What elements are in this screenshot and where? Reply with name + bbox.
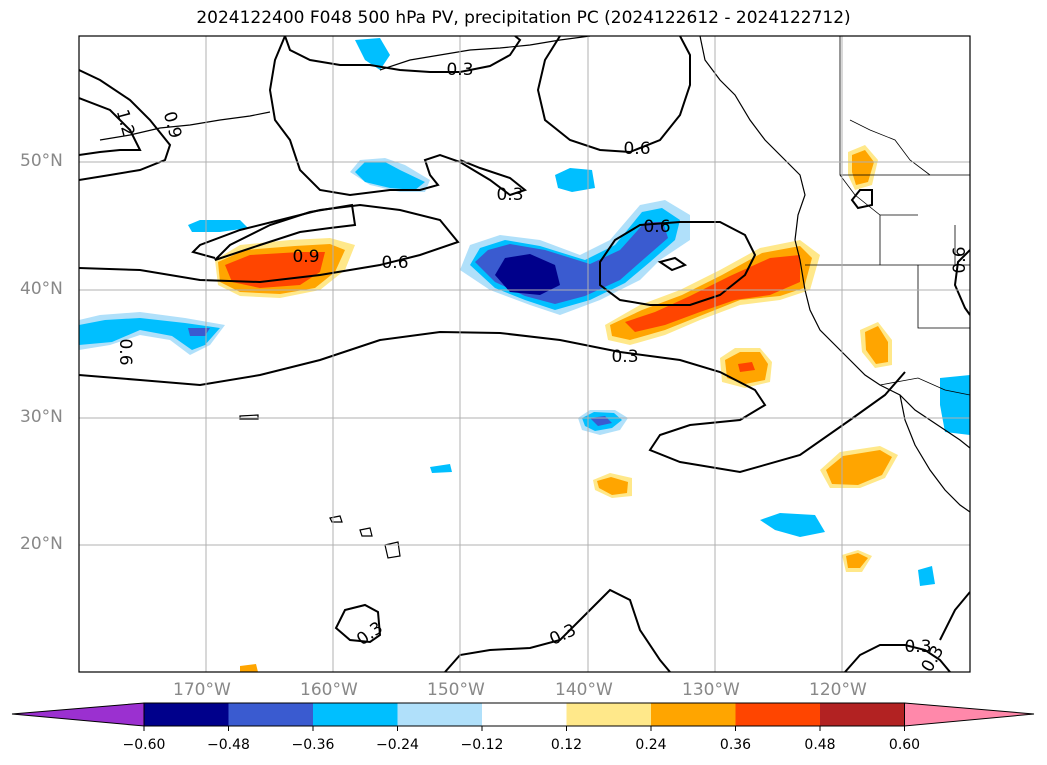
colorbar-tick-label: −0.12 [460, 737, 504, 753]
precip-region-neg [918, 566, 935, 586]
precip-region-pos [846, 553, 868, 568]
colorbar-tick-label: −0.24 [376, 737, 419, 753]
pv-contour [599, 221, 757, 306]
lat-label-40n: 40°N [20, 279, 63, 299]
contour-label: 0.3 [496, 185, 523, 205]
graticule [79, 36, 970, 672]
colorbar-bin [566, 703, 651, 726]
contour-label: 0.3 [611, 347, 638, 367]
coastline-baja [899, 394, 970, 513]
pv-contour [79, 69, 172, 181]
colorbar-bin [820, 703, 905, 726]
pv-contour [214, 203, 357, 261]
pv-contours [79, 36, 970, 672]
pv-contour [939, 591, 970, 641]
lat-label-50n: 50°N [20, 151, 63, 171]
pv-contour [657, 256, 688, 272]
colorbar-bin [397, 703, 482, 726]
pv-contour [79, 203, 460, 284]
contour-label: 0.6 [381, 253, 408, 273]
colorbar-bin [651, 703, 736, 726]
colorbar [11, 702, 1035, 731]
contour-label: 0.3 [446, 60, 473, 80]
colorbar-right-extension [904, 702, 1035, 727]
contour-label: 0.6 [950, 246, 970, 273]
pv-contour [536, 36, 691, 154]
precip-region-neg [495, 254, 560, 295]
precip-region-pos [225, 252, 325, 288]
lat-label-30n: 30°N [20, 407, 63, 427]
precip-region-neg [940, 375, 970, 435]
colorbar-tick-label: 0.12 [550, 737, 583, 753]
colorbar-tick-label: 0.48 [804, 737, 836, 753]
pv-contour [79, 97, 142, 156]
colorbar-bin [228, 703, 313, 726]
colorbar-tick-label: 0.60 [888, 737, 921, 753]
colorbar-tick-label: 0.24 [635, 737, 667, 753]
plot-area [79, 36, 970, 672]
contour-label: 0.6 [115, 338, 135, 365]
precip-region-pos [738, 362, 755, 372]
lat-label-20n: 20°N [20, 534, 63, 554]
precip-region-pos [852, 150, 874, 185]
lon-label-160w: 160°W [300, 680, 358, 700]
colorbar-bin [735, 703, 820, 726]
pv-contour [79, 330, 906, 474]
lon-label-140w: 140°W [555, 680, 613, 700]
pv-contour [850, 189, 873, 210]
precip-region-pos [240, 664, 258, 672]
contour-label: 0.3 [904, 637, 931, 657]
colorbar-tick-label: −0.36 [291, 737, 335, 753]
colorbar-bin [144, 703, 229, 726]
precip-region-pos [625, 255, 800, 332]
pv-contour [284, 36, 522, 73]
map-title: 2024122400 F048 500 hPa PV, precipitatio… [196, 8, 851, 28]
contour-label: 0.9 [292, 247, 319, 267]
precip-region-neg [760, 513, 825, 537]
precip-region-neg [430, 464, 452, 473]
colorbar-frame [143, 702, 905, 727]
lon-label-150w: 150°W [427, 680, 485, 700]
pv-contour [268, 36, 528, 197]
precip-region-pos [597, 477, 628, 495]
pv-contour [334, 603, 382, 644]
lon-label-120w: 120°W [809, 680, 867, 700]
contour-label: 0.6 [623, 139, 650, 159]
lon-label-170w: 170°W [173, 680, 231, 700]
pv-contour [844, 644, 951, 672]
precip-region-neg [79, 318, 220, 350]
hawaii-islands [329, 515, 401, 559]
colorbar-bin [482, 703, 567, 726]
plot-border [78, 35, 971, 673]
pv-contour [444, 588, 671, 672]
precip-region-neg [355, 162, 425, 190]
precip-region-neg [355, 38, 390, 70]
contour-label: 0.6 [643, 217, 670, 237]
colorbar-left-extension [11, 702, 145, 727]
political-borders [805, 36, 970, 396]
precip-region-neg [188, 328, 210, 336]
coastline-aleutians [99, 111, 271, 141]
lon-label-130w: 130°W [682, 680, 740, 700]
pv-contour [953, 249, 970, 316]
coastline-alaska [379, 36, 591, 71]
colorbar-tick-label: −0.60 [122, 737, 166, 753]
precip-region-neg [188, 220, 248, 232]
precip-region-pos [865, 326, 888, 364]
colorbar-tick-label: 0.36 [719, 737, 752, 753]
colorbar-tick-label: −0.48 [207, 737, 250, 753]
colorbar-bin [313, 703, 398, 726]
precip-region-neg [555, 168, 595, 192]
